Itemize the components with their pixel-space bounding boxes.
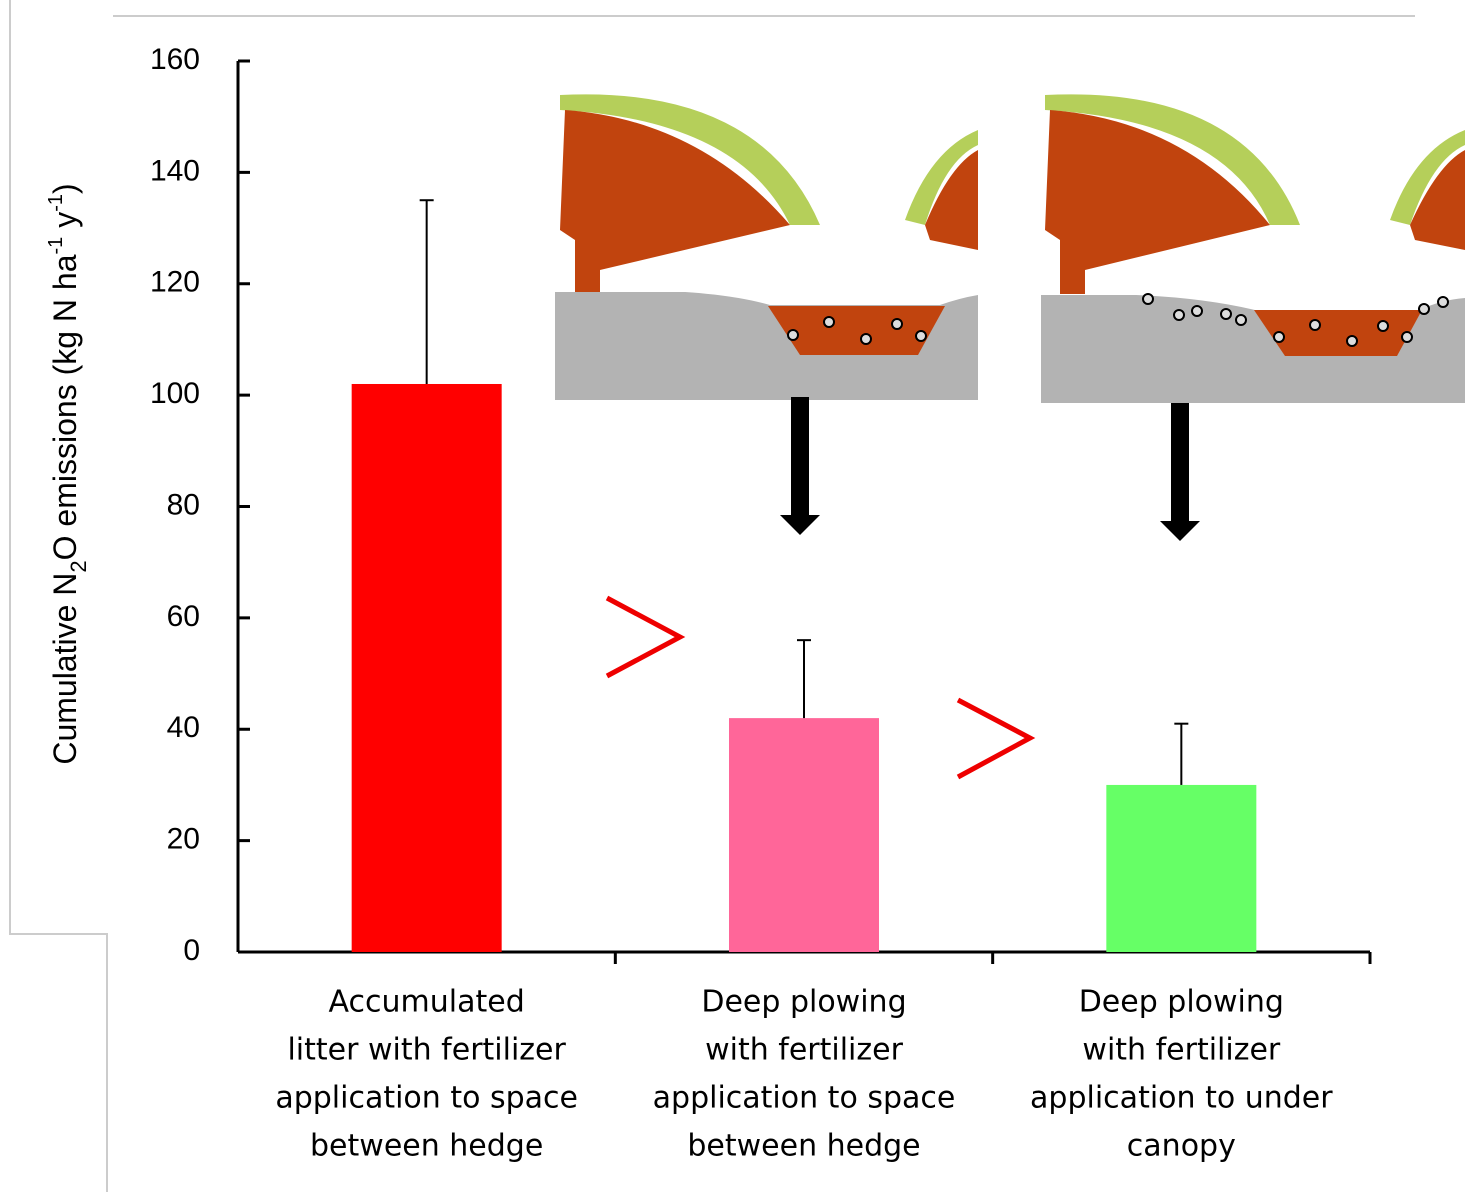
y-axis-label-part: 2	[66, 560, 91, 572]
bar	[729, 718, 879, 952]
y-tick-label: 60	[167, 600, 200, 633]
y-tick-label: 80	[167, 488, 200, 521]
y-axis-label-part: Cumulative N	[47, 573, 83, 765]
y-axis-label-part: )	[47, 183, 83, 194]
x-tick-label: between hedge	[310, 1129, 543, 1164]
y-tick-label: 120	[150, 266, 200, 299]
y-axis-label-part: -1	[45, 237, 67, 255]
x-tick-label: Deep plowing	[1079, 985, 1284, 1020]
y-tick-label: 160	[150, 43, 200, 76]
x-tick-label: between hedge	[687, 1129, 920, 1164]
y-tick-label: 20	[167, 823, 200, 856]
y-tick-label: 40	[167, 711, 200, 744]
x-tick-label: litter with fertilizer	[287, 1033, 566, 1068]
x-tick-label: with fertilizer	[1082, 1033, 1281, 1068]
y-axis-label: Cumulative N2O emissions (kg N ha-1 y-1)	[45, 183, 91, 764]
bar	[1106, 785, 1256, 952]
y-axis-label-part: -1	[45, 194, 67, 212]
x-tick-label: application to under	[1030, 1081, 1333, 1116]
illustration	[555, 94, 1465, 777]
y-axis-label-part: O emissions (kg N ha	[47, 254, 83, 560]
x-tick-label: with fertilizer	[705, 1033, 904, 1068]
y-tick-label: 140	[150, 154, 200, 187]
x-tick-label: application to space	[653, 1081, 956, 1116]
y-axis-label-part: y	[47, 212, 83, 237]
x-tick-label: canopy	[1127, 1129, 1236, 1164]
chart: Cumulative N2O emissions (kg N ha-1 y-1)…	[0, 0, 1468, 1192]
bar	[352, 384, 502, 952]
x-tick-label: application to space	[275, 1081, 578, 1116]
x-tick-label: Deep plowing	[701, 985, 906, 1020]
x-tick-label: Accumulated	[329, 985, 525, 1020]
y-tick-label: 100	[150, 377, 200, 410]
y-tick-label: 0	[183, 934, 200, 967]
